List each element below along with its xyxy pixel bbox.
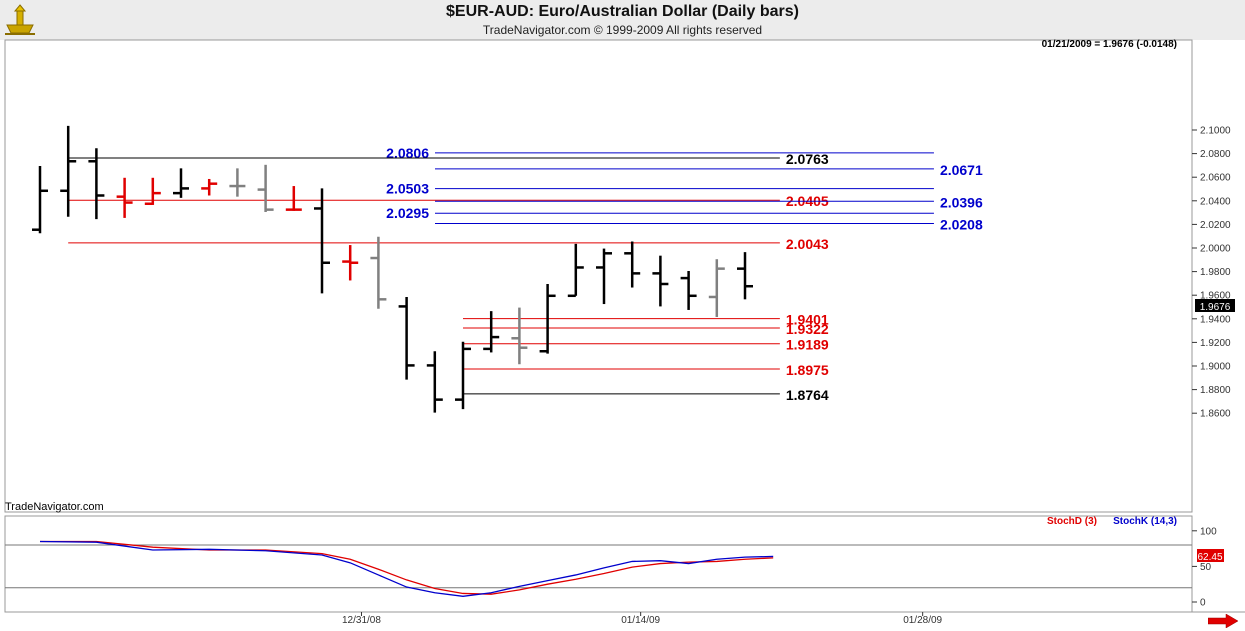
level-label: 2.0806: [386, 145, 429, 161]
price-tick-label: 2.1000: [1200, 126, 1231, 137]
chart-header: [0, 0, 1245, 40]
ohlc-bar: [426, 351, 443, 413]
level-label: 2.0671: [940, 162, 983, 178]
ohlc-bar: [370, 236, 387, 309]
price-tick-label: 2.0000: [1200, 244, 1231, 255]
ohlc-bar: [596, 248, 612, 305]
ohlc-bar: [173, 168, 189, 198]
price-tick-label: 2.0800: [1200, 149, 1231, 160]
level-label: 2.0763: [786, 151, 829, 167]
level-label: 1.9322: [786, 321, 829, 337]
ohlc-bar: [32, 165, 48, 234]
level-label: 1.8764: [786, 387, 829, 403]
ohlc-bar: [652, 255, 669, 307]
level-label: 1.9189: [786, 337, 829, 353]
ohlc-bar: [116, 177, 133, 218]
price-tick-label: 1.9200: [1200, 338, 1231, 349]
ohlc-bar: [229, 168, 246, 197]
price-tick-label: 1.9600: [1200, 291, 1231, 302]
stoch-value-tag: 62.45: [1197, 549, 1224, 563]
price-tick-label: 2.0200: [1200, 220, 1231, 231]
last-quote: 01/21/2009 = 1.9676 (-0.0148): [1042, 39, 1177, 50]
ohlc-bar: [285, 186, 302, 211]
chart-title: $EUR-AUD: Euro/Australian Dollar (Daily …: [446, 3, 799, 20]
scroll-right-arrow-icon[interactable]: [1208, 614, 1238, 628]
copyright-text: TradeNavigator.com © 1999-2009 All right…: [482, 23, 763, 37]
ohlc-bar: [737, 252, 753, 300]
date-tick-label: 01/14/09: [621, 615, 660, 626]
price-tick-label: 1.9800: [1200, 267, 1231, 278]
ohlc-bar: [60, 125, 77, 217]
price-panel-border: [4, 39, 1193, 513]
ohlc-bar: [539, 283, 556, 354]
price-tick-label: 1.9000: [1200, 362, 1231, 373]
svg-text:1.9676: 1.9676: [1200, 302, 1231, 313]
level-label: 2.0043: [786, 236, 829, 252]
level-label: 2.0295: [386, 205, 429, 221]
ohlc-bar: [88, 148, 105, 220]
ohlc-bar: [567, 243, 584, 298]
stoch-tick-label: 50: [1200, 562, 1212, 573]
stoch-tick-label: 0: [1200, 598, 1206, 609]
ohlc-bar: [455, 341, 471, 410]
ohlc-bar: [201, 178, 218, 196]
level-label: 1.9401: [786, 312, 829, 328]
level-label: 2.0396: [940, 194, 983, 210]
level-label: 1.8975: [786, 362, 829, 378]
last-price-tag: 1.9676: [1195, 299, 1235, 313]
ohlc-bar: [708, 259, 725, 318]
legend-stochd: StochD (3): [1047, 516, 1097, 527]
stoch-tick-label: 100: [1200, 526, 1217, 537]
ohlc-bar: [314, 188, 330, 294]
date-tick-label: 01/28/09: [903, 615, 942, 626]
price-tick-label: 2.0600: [1200, 173, 1231, 184]
ohlc-bar: [624, 241, 641, 288]
legend-stochk: StochK (14,3): [1113, 516, 1177, 527]
ohlc-bar: [483, 311, 500, 353]
ohlc-bar: [680, 271, 697, 310]
ohlc-bar: [257, 164, 274, 213]
level-label: 2.0208: [940, 216, 983, 232]
ohlc-bar: [342, 245, 359, 281]
trade-navigator-logo-icon: [5, 4, 35, 35]
level-label: 2.0503: [386, 181, 429, 197]
price-tick-label: 1.8800: [1200, 385, 1231, 396]
ohlc-bar: [144, 177, 161, 205]
watermark: TradeNavigator.com: [5, 501, 104, 513]
stochk-line: [39, 540, 774, 597]
ohlc-bar: [398, 296, 415, 380]
svg-text:62.45: 62.45: [1197, 552, 1222, 563]
ohlc-bar: [511, 307, 528, 365]
indicator-panel-border: [4, 515, 1193, 613]
date-tick-label: 12/31/08: [342, 615, 381, 626]
price-tick-label: 2.0400: [1200, 196, 1231, 207]
price-tick-label: 1.9400: [1200, 314, 1231, 325]
price-tick-label: 1.8600: [1200, 409, 1231, 420]
